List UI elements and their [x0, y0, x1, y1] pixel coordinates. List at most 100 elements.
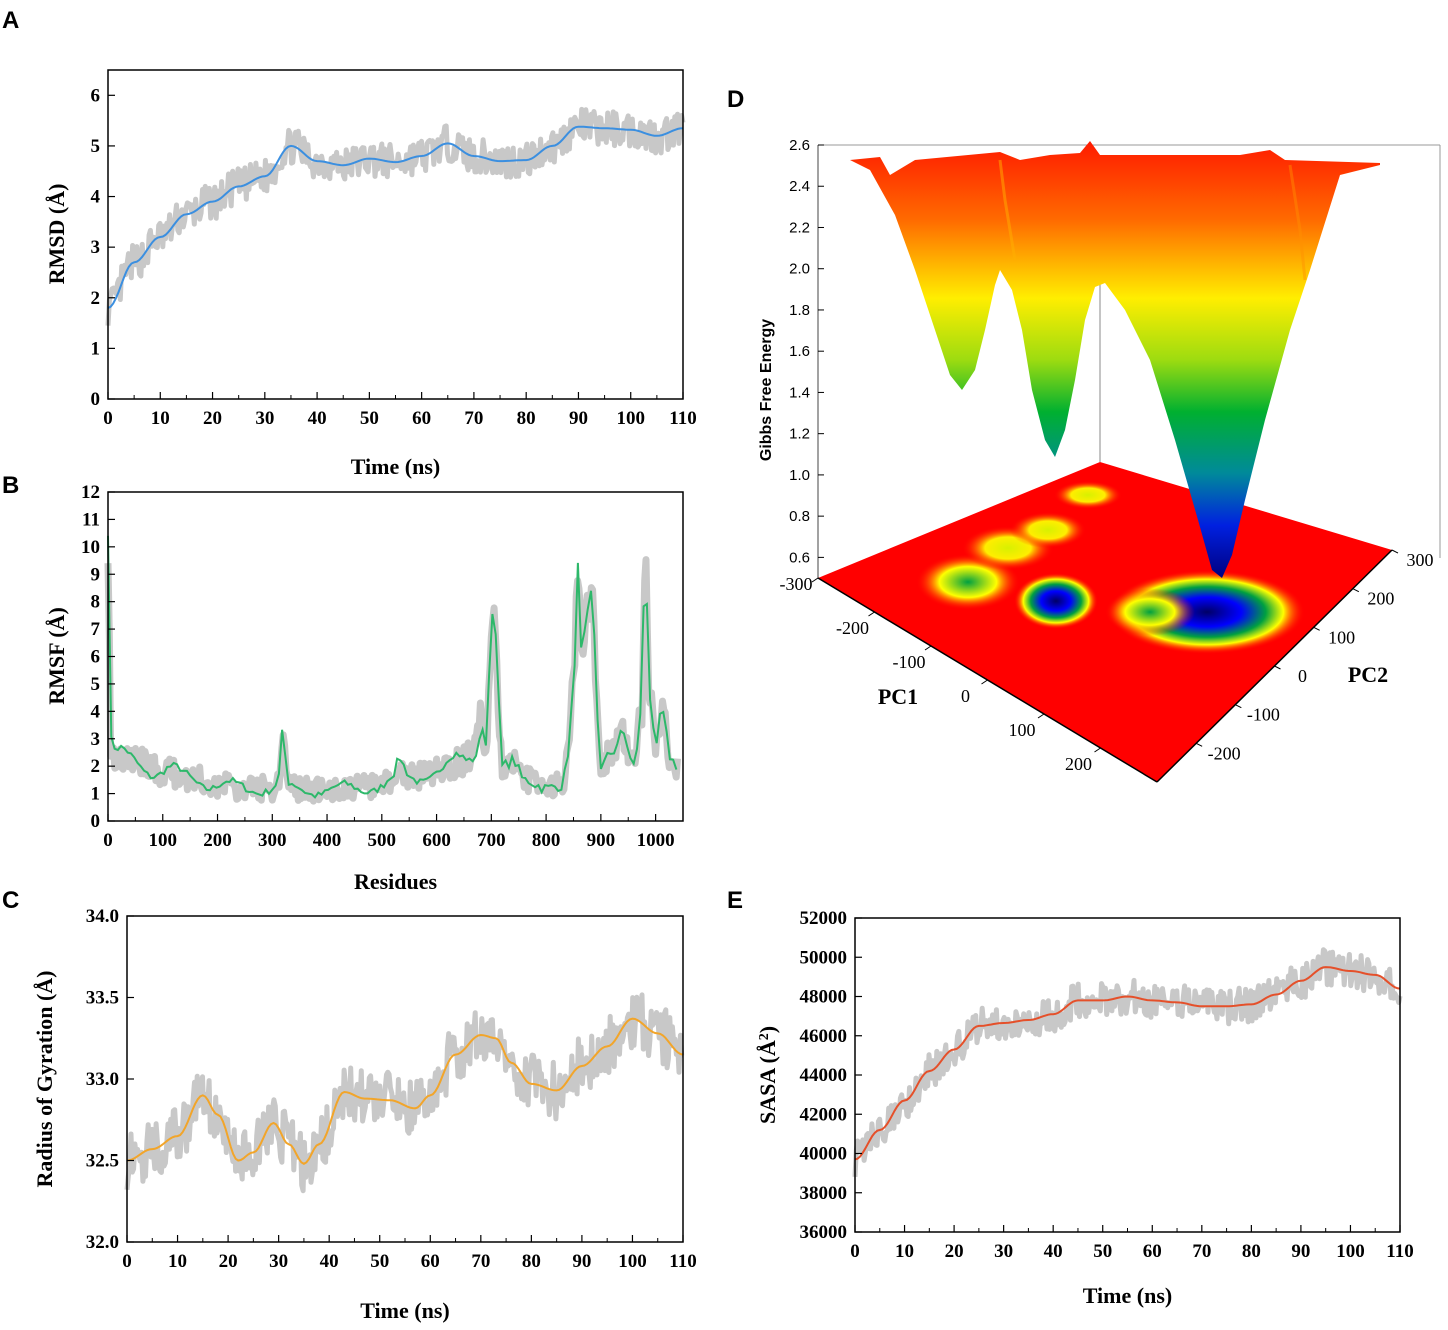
z-tick-label: 1.6 [789, 343, 810, 360]
y-tick-label: 5 [91, 674, 101, 695]
series-line [854, 966, 1401, 1161]
x-tick-label: 90 [569, 408, 588, 429]
surface-ridge-1 [998, 159, 1017, 261]
pc2-tick-label: -100 [1247, 705, 1280, 725]
y-tick-label: 48000 [800, 987, 848, 1008]
y-tick-label: 12 [81, 482, 100, 503]
y-tick-label: 38000 [800, 1183, 848, 1204]
x-axis-title: Time (ns) [1083, 1283, 1172, 1308]
pc2-tick-label: 200 [1367, 589, 1394, 609]
panel-label-c: C [2, 887, 19, 914]
pc1-tick-mark [1037, 713, 1045, 719]
rmsf-chart: 0 100 200 300 400 500 600 700 800 900 100001234567… [44, 482, 684, 894]
x-tick-label: 900 [587, 830, 616, 851]
pc2-tick-mark [1391, 549, 1399, 554]
y-tick-label: 40000 [800, 1144, 848, 1165]
x-tick-label: 200 [203, 830, 232, 851]
y-tick-label: 32.0 [86, 1232, 119, 1253]
x-tick-label: 40 [1044, 1241, 1063, 1262]
x-tick-label: 50 [1093, 1241, 1112, 1262]
x-tick-label: 40 [308, 408, 327, 429]
y-tick-label: 10 [81, 537, 100, 558]
floor-minimum-main-ext [1105, 588, 1195, 636]
pc1-tick-label: -300 [780, 574, 813, 594]
x-axis-title: Time (ns) [360, 1298, 449, 1323]
pc1-tick-mark [981, 679, 988, 685]
y-tick-label: 0 [91, 389, 101, 410]
pc2-tick-mark [1195, 742, 1203, 747]
y-axis-title: RMSD (Å) [44, 184, 69, 285]
panel-label-b: B [2, 472, 19, 499]
y-tick-label: 36000 [800, 1222, 848, 1243]
sasa-chart: 0 10 20 30 40 50 60 70 80 90 100 110 36000 38000 40000… [755, 908, 1414, 1308]
y-tick-label: 1 [91, 784, 101, 805]
x-tick-label: 100 [616, 408, 645, 429]
z-tick-label: 1.4 [789, 384, 810, 401]
y-tick-label: 33.0 [86, 1069, 119, 1090]
x-tick-label: 90 [572, 1251, 591, 1272]
pc1-axis-title: PC1 [878, 684, 918, 709]
pc1-tick-mark [811, 577, 819, 583]
x-tick-label: 700 [477, 830, 506, 851]
x-tick-label: 70 [1192, 1241, 1211, 1262]
pc2-tick-mark [1274, 665, 1281, 670]
energy-surface [850, 141, 1380, 578]
x-tick-label: 0 [103, 408, 113, 429]
pc-axis-ticks: -300 -200 -100 0 100 200 -200 -100 0 100 200 300 [780, 549, 1434, 774]
panel-label-e: E [727, 887, 743, 914]
y-tick-label: 11 [82, 509, 100, 530]
z-axis-ticks: 0.6 0.8 1.0 1.2 1.4 1.6 1.8 2.0 2.2 2.4 2.6 [789, 137, 824, 566]
y-tick-label: 33.5 [86, 988, 119, 1009]
pc2-axis-title: PC2 [1348, 662, 1388, 687]
series-line [107, 125, 684, 309]
z-tick-label: 1.8 [789, 302, 810, 319]
x-tick-label: 30 [994, 1241, 1013, 1262]
floor-minimum-6 [1054, 481, 1122, 509]
x-tick-label: 1000 [637, 830, 675, 851]
y-tick-label: 3 [91, 729, 101, 750]
x-tick-label: 110 [669, 408, 696, 429]
surface-ridge-2 [1288, 164, 1307, 281]
pc2-tick-label: 300 [1407, 550, 1434, 570]
x-tick-label: 10 [151, 408, 170, 429]
y-tick-label: 4 [91, 701, 101, 722]
x-tick-label: 0 [122, 1251, 132, 1272]
z-tick-label: 2.4 [789, 178, 810, 195]
y-tick-label: 46000 [800, 1026, 848, 1047]
y-tick-label: 34.0 [86, 906, 119, 927]
x-tick-label: 600 [422, 830, 451, 851]
series-line [107, 535, 678, 799]
y-tick-label: 52000 [800, 908, 848, 929]
pc1-tick-label: 100 [1009, 720, 1036, 740]
x-tick-label: 110 [1386, 1241, 1413, 1262]
x-tick-label: 80 [522, 1251, 541, 1272]
x-tick-label: 20 [203, 408, 222, 429]
y-axis-title: SASA (Å2) [755, 1026, 780, 1124]
floor-minimum-5 [1010, 512, 1086, 548]
y-tick-label: 8 [91, 592, 101, 613]
pc2-tick-label: -200 [1208, 743, 1241, 763]
y-axis-title: Radius of Gyration (Å) [32, 971, 57, 1188]
z-tick-label: 1.2 [789, 426, 810, 443]
x-tick-label: 0 [103, 830, 113, 851]
z-tick-label: 2.0 [789, 261, 810, 278]
z-tick-label: 2.2 [789, 219, 810, 236]
series-line [126, 1017, 684, 1165]
x-tick-label: 50 [370, 1251, 389, 1272]
y-tick-label: 50000 [800, 947, 848, 968]
y-tick-label: 3 [91, 237, 101, 258]
pc2-tick-label: 100 [1328, 627, 1355, 647]
free-energy-landscape: 0.6 0.8 1.0 1.2 1.4 1.6 1.8 2.0 2.2 2.4 2.6 Gibbs … [758, 137, 1441, 783]
x-tick-label: 80 [1242, 1241, 1261, 1262]
y-tick-label: 7 [91, 619, 101, 640]
x-tick-label: 800 [532, 830, 561, 851]
y-tick-label: 6 [91, 85, 101, 106]
y-tick-label: 4 [91, 187, 101, 208]
x-tick-label: 10 [895, 1241, 914, 1262]
y-tick-label: 2 [91, 288, 101, 309]
x-tick-label: 70 [464, 408, 483, 429]
pc1-tick-mark [1094, 747, 1101, 753]
x-tick-label: 0 [850, 1241, 860, 1262]
raw-trajectory-band [104, 556, 681, 805]
pc1-tick-label: 200 [1065, 754, 1092, 774]
